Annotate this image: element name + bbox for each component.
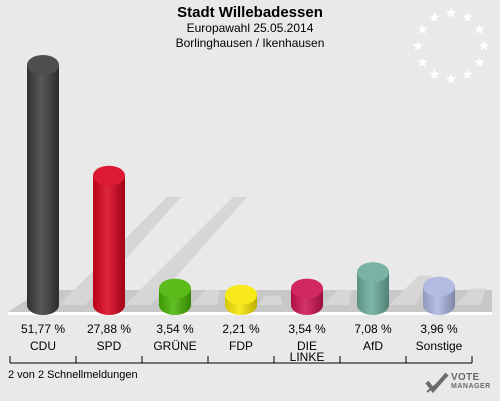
bar-cdu xyxy=(27,65,59,315)
logo-text: VOTE xyxy=(451,372,480,383)
eu-star-icon xyxy=(429,11,440,22)
category-label: GRÜNE xyxy=(153,339,196,353)
eu-star-icon xyxy=(474,57,485,67)
bar-shadow xyxy=(257,295,283,305)
eu-star-icon xyxy=(445,7,457,18)
bar-top xyxy=(27,55,59,75)
eu-star-icon xyxy=(478,40,490,51)
bar-top xyxy=(357,262,389,283)
vote-manager-logo: VOTE MANAGER xyxy=(424,370,494,396)
category-label: DIE xyxy=(297,339,317,353)
bar-top xyxy=(225,284,257,305)
bar-top xyxy=(93,165,125,186)
category-label: Sonstige xyxy=(416,339,463,353)
value-label: 3,96 % xyxy=(420,322,458,336)
bar-top xyxy=(423,276,455,297)
category-label: SPD xyxy=(97,339,122,353)
footer-text: 2 von 2 Schnellmeldungen xyxy=(8,369,138,381)
value-label: 7,08 % xyxy=(354,322,392,336)
bar-shadow xyxy=(389,275,433,305)
category-label: CDU xyxy=(30,339,56,353)
value-label: 2,21 % xyxy=(222,322,260,336)
chart-title: Stadt Willebadessen xyxy=(177,4,323,21)
value-label: 3,54 % xyxy=(156,322,194,336)
eu-star-icon xyxy=(417,24,428,34)
value-label: 27,88 % xyxy=(87,322,131,336)
eu-star-icon xyxy=(445,73,457,84)
eu-star-icon xyxy=(417,57,428,67)
value-label: 3,54 % xyxy=(288,322,326,336)
eu-star-icon xyxy=(462,69,473,80)
bar-shadow xyxy=(455,288,486,305)
value-label: 51,77 % xyxy=(21,322,65,336)
bar-shadow xyxy=(125,197,247,305)
eu-star-icon xyxy=(429,69,440,80)
bar-top xyxy=(291,278,323,299)
category-label: LINKE xyxy=(290,350,325,364)
category-label: FDP xyxy=(229,339,253,353)
chart-header: Stadt Willebadessen Europawahl 25.05.201… xyxy=(0,4,500,51)
bar-top xyxy=(159,278,191,299)
bar-shadow xyxy=(191,290,220,305)
chart-subtitle: Europawahl 25.05.2014 xyxy=(186,21,314,35)
bar-shadow xyxy=(323,290,352,305)
eu-star-icon xyxy=(474,24,485,34)
chart-floor-edge xyxy=(8,312,492,315)
bar-spd xyxy=(93,175,125,315)
logo-subtext: MANAGER xyxy=(451,383,491,390)
eu-star-icon xyxy=(462,11,473,22)
eu-star-icon xyxy=(412,40,424,51)
logo-check-icon xyxy=(425,372,449,394)
chart-region: Borlinghausen / Ikenhausen xyxy=(175,36,325,50)
category-label: AfD xyxy=(363,339,383,353)
bar-afd xyxy=(357,272,389,315)
